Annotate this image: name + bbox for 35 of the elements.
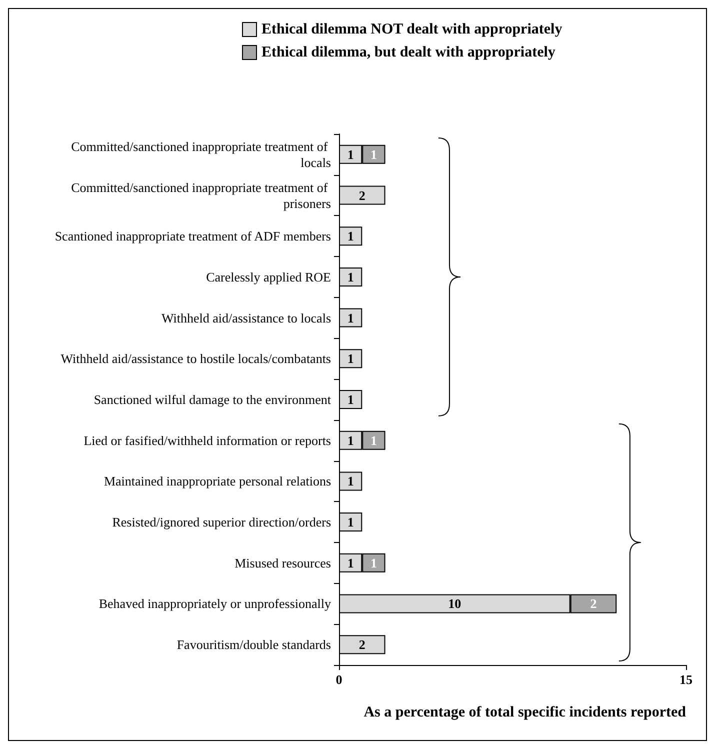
data-label: 2	[590, 596, 597, 612]
y-tick-label: Misused resources	[234, 555, 331, 570]
x-tick-label: 15	[680, 672, 693, 687]
data-label: 1	[347, 392, 354, 407]
legend-label: Ethical dilemma, but dealt with appropriately	[262, 44, 556, 60]
y-tick-label: Withheld aid/assistance to hostile locals/combatants	[60, 351, 331, 366]
y-tick-label: Sanctioned wilful damage to the environment	[94, 392, 332, 407]
y-tick-label: Favouritism/double standards	[176, 637, 331, 652]
y-tick-label: Behaved inappropriately or unprofessionally	[98, 596, 332, 612]
y-tick-label: Carelessly applied ROE	[206, 269, 332, 284]
data-label: 1	[370, 432, 377, 448]
y-tick-label: Lied or fasified/withheld information or reports	[84, 432, 331, 448]
y-tick-label: Scantioned inappropriate treatment of ADF members	[54, 228, 331, 244]
data-label: 1	[347, 351, 354, 366]
y-tick-label: Resisted/ignored superior direction/orders	[112, 514, 331, 530]
x-tick-label: 0	[336, 672, 342, 687]
data-label: 1	[347, 514, 354, 530]
data-label: 1	[370, 146, 377, 162]
y-tick-label: Committed/sanctioned inappropriate treatment of locals	[71, 138, 331, 170]
data-label: 1	[347, 310, 354, 326]
data-label: 1	[370, 555, 377, 570]
y-tick-label: Withheld aid/assistance to locals	[161, 310, 331, 326]
data-label: 1	[347, 555, 354, 570]
data-label: 1	[347, 146, 354, 162]
data-label: 1	[347, 432, 354, 448]
data-label: 1	[347, 474, 354, 489]
data-label: 10	[448, 596, 462, 612]
y-tick-label: Committed/sanctioned inappropriate treatment of prisoners	[71, 180, 331, 211]
data-label: 1	[347, 269, 354, 284]
data-label: 1	[347, 228, 354, 244]
data-label: 2	[358, 637, 366, 652]
data-label: 2	[358, 188, 366, 203]
x-axis-title: As a percentage of total specific incidents reported	[364, 704, 687, 720]
y-tick-label: Maintained inappropriate personal relations	[104, 474, 331, 489]
legend-label: Ethical dilemma NOT dealt with appropriately	[262, 22, 563, 38]
